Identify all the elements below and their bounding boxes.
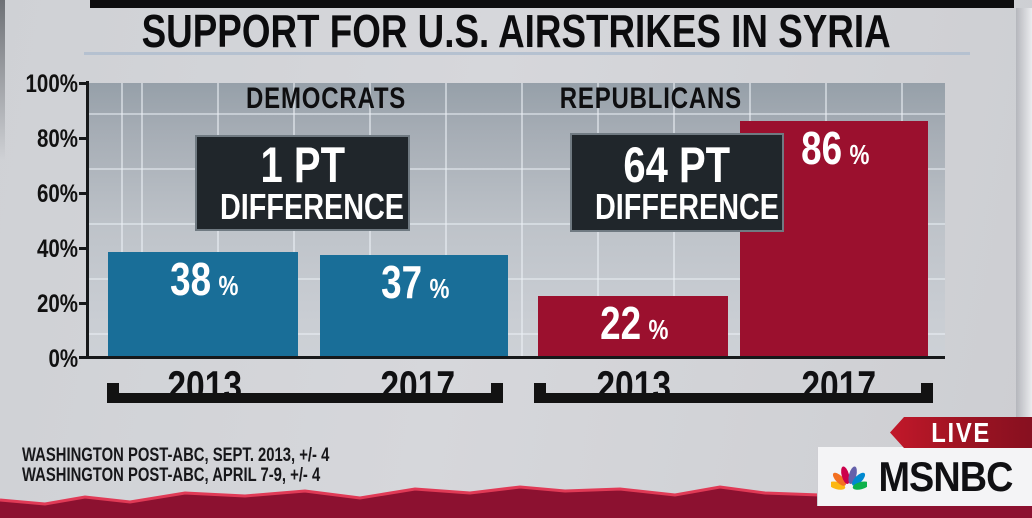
network-logo-box: MSNBC xyxy=(817,447,1032,506)
y-tick-label-80: 80% xyxy=(36,125,78,153)
bar-democrats-2013: 38% xyxy=(108,252,298,356)
network-name: MSNBC xyxy=(878,452,1013,500)
bar-value-label: 38% xyxy=(170,253,239,305)
nbc-peacock-icon xyxy=(831,465,867,490)
y-tick-0 xyxy=(79,356,87,359)
page-title: SUPPORT FOR U.S. AIRSTRIKES IN SYRIA xyxy=(141,5,891,57)
difference-box-democrats: 1 PT DIFFERENCE xyxy=(195,135,410,231)
bar-value-label: 37% xyxy=(381,256,450,308)
difference-value: 64 PT xyxy=(623,136,731,193)
title-underline xyxy=(84,52,970,55)
y-tick-label-40: 40% xyxy=(36,235,78,263)
bar-republicans-2013: 22% xyxy=(538,296,728,356)
y-tick-label-0: 0% xyxy=(48,345,78,373)
video-frame-top-bar xyxy=(90,0,1014,8)
group-header-republicans: REPUBLICANS xyxy=(559,82,742,115)
difference-box-republicans: 64 PT DIFFERENCE xyxy=(570,133,784,232)
y-tick-60 xyxy=(79,192,87,195)
panel-right-edge xyxy=(1016,8,1032,504)
y-tick-label-60: 60% xyxy=(36,180,78,208)
difference-value: 1 PT xyxy=(260,137,345,193)
bar-value-label: 22% xyxy=(600,297,669,349)
source-line-2: WASHINGTON POST-ABC, APRIL 7-9, +/- 4 xyxy=(22,465,321,486)
y-tick-label-20: 20% xyxy=(36,290,78,318)
y-axis-line xyxy=(86,81,89,359)
group-header-democrats: DEMOCRATS xyxy=(246,82,407,115)
difference-word: DIFFERENCE xyxy=(220,186,405,227)
y-tick-100 xyxy=(79,82,87,85)
difference-word: DIFFERENCE xyxy=(595,185,780,227)
bracket-democrats xyxy=(107,383,503,403)
y-tick-label-100: 100% xyxy=(25,70,78,98)
y-tick-40 xyxy=(79,247,87,250)
source-line-1: WASHINGTON POST-ABC, SEPT. 2013, +/- 4 xyxy=(22,445,330,466)
bar-value-label: 86% xyxy=(801,122,870,174)
bar-democrats-2017: 37% xyxy=(320,255,508,356)
live-badge: LIVE xyxy=(890,417,1032,448)
y-tick-20 xyxy=(79,302,87,305)
video-frame-left-edge xyxy=(0,0,5,160)
bracket-republicans xyxy=(534,383,933,403)
y-tick-80 xyxy=(79,137,87,140)
x-axis-baseline xyxy=(86,356,945,359)
live-label: LIVE xyxy=(931,416,991,448)
